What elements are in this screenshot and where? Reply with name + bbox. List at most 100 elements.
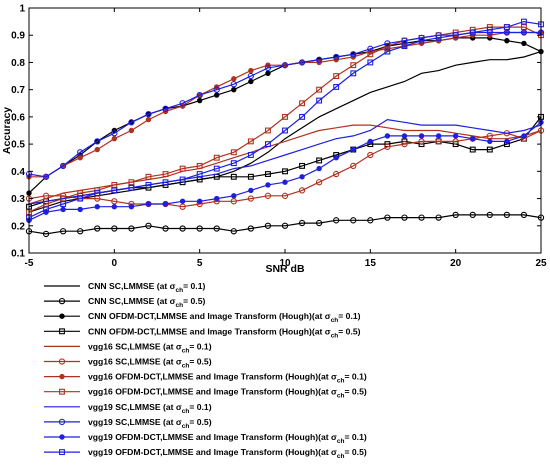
data-point (264, 171, 271, 178)
legend-label: vgg16 OFDM-DCT,LMMSE and Image Transform… (88, 387, 367, 400)
data-point (520, 29, 528, 36)
data-point (384, 48, 391, 55)
legend-label: vgg16 OFDM-DCT,LMMSE and Image Transform… (88, 372, 367, 385)
legend-label: vgg19 SC,LMMSE (at σch= 0.5) (88, 417, 212, 430)
data-point (111, 198, 118, 205)
data-point (418, 133, 425, 139)
data-point (316, 157, 323, 164)
legend-label: CNN SC,LMMSE (at σch= 0.5) (88, 296, 205, 309)
y-tick-label: 1 (19, 4, 25, 15)
data-point (94, 190, 101, 197)
axis-ticks: -5 0 5 10 15 20 25 0.1 0.2 0.3 0.4 0.5 0.6 0.7 0.8 0.9 1 (11, 4, 547, 270)
legend-label-subscript: ch (182, 363, 190, 370)
data-point (248, 78, 254, 85)
data-point (230, 160, 237, 167)
data-point (435, 133, 442, 139)
data-point (230, 81, 237, 88)
data-point (350, 162, 357, 170)
data-point (452, 133, 459, 139)
data-point (230, 173, 237, 180)
data-point (264, 127, 271, 134)
legend-swatch-marker (59, 434, 65, 440)
data-point (435, 138, 442, 145)
data-point (299, 174, 305, 180)
data-point (247, 72, 255, 80)
legend-label-end: = 0.1) (189, 341, 211, 351)
series-line (28, 20, 542, 219)
data-point (145, 181, 152, 188)
legend-label-subscript: ch (337, 378, 345, 385)
data-point (196, 162, 203, 169)
data-point (281, 222, 289, 229)
legend-label-main: CNN OFDM-DCT,LMMSE and Image Transform (… (88, 326, 331, 336)
data-point (350, 70, 357, 77)
data-point (315, 56, 323, 63)
data-point (299, 113, 306, 120)
legend-label-end: = 0.5) (345, 387, 367, 397)
plot-area (25, 18, 545, 238)
data-point (128, 204, 135, 210)
data-point (248, 187, 254, 194)
data-point (384, 143, 391, 150)
legend-swatch-marker (58, 418, 66, 426)
y-tick-label: 0.5 (11, 140, 25, 151)
data-point (196, 198, 203, 204)
legend-label-main: vgg19 OFDM-DCT,LMMSE and Image Transform… (88, 447, 337, 457)
data-point (213, 154, 220, 161)
legend-swatch-marker (58, 358, 66, 365)
legend-label-end: = 0.1) (183, 281, 205, 291)
data-point (350, 217, 357, 224)
data-point (247, 195, 255, 202)
data-point (350, 146, 356, 153)
data-point (231, 193, 237, 199)
x-tick-label: 15 (365, 258, 377, 269)
data-point (333, 155, 339, 161)
data-point (315, 219, 323, 227)
data-point (281, 192, 289, 199)
legend-item: vgg16 SC,LMMSE (at σch= 0.5) (44, 357, 212, 370)
legend-label: vgg16 SC,LMMSE (at σch= 0.1) (88, 341, 212, 354)
y-tick-label: 0.1 (11, 249, 25, 260)
data-point (264, 192, 272, 199)
legend-label: vgg19 OFDM-DCT,LMMSE and Image Transform… (88, 447, 367, 460)
legend-label-subscript: ch (182, 423, 190, 430)
data-point (128, 119, 135, 126)
data-point (94, 138, 101, 145)
data-point (521, 40, 527, 47)
x-tick-label: 5 (197, 258, 203, 269)
series-line (28, 214, 542, 235)
data-point (299, 162, 306, 169)
data-point (264, 222, 272, 229)
data-point (265, 70, 271, 77)
data-point (469, 146, 476, 153)
data-point (60, 206, 66, 213)
data-point (179, 225, 186, 232)
data-point (435, 34, 442, 41)
data-point (298, 59, 306, 66)
data-point (452, 211, 459, 219)
data-point (333, 170, 340, 178)
legend-label: CNN SC,LMMSE (at σch= 0.1) (88, 281, 205, 294)
legend-label-end: = 0.1) (345, 372, 367, 382)
legend-label: vgg16 SC,LMMSE (at σch= 0.5) (88, 357, 212, 370)
x-tick-label: 20 (450, 258, 462, 269)
data-point (469, 211, 476, 219)
legend-label-subscript: ch (337, 393, 345, 400)
data-point (452, 138, 459, 145)
data-point (231, 86, 237, 93)
data-point (520, 211, 528, 219)
data-point (384, 214, 391, 221)
data-point (281, 62, 289, 69)
legend-label-subscript: ch (176, 287, 184, 294)
data-point (179, 165, 186, 172)
data-point (128, 127, 135, 134)
data-point (401, 214, 408, 221)
data-point (196, 225, 203, 232)
legend-label-main: vgg16 SC,LMMSE (at σ (88, 357, 182, 367)
legend-label-main: vgg19 SC,LMMSE (at σ (88, 417, 182, 427)
data-point (487, 138, 493, 145)
legend-label-main: CNN SC,LMMSE (at σ (88, 296, 176, 306)
data-point (486, 211, 493, 219)
data-point (333, 73, 340, 80)
